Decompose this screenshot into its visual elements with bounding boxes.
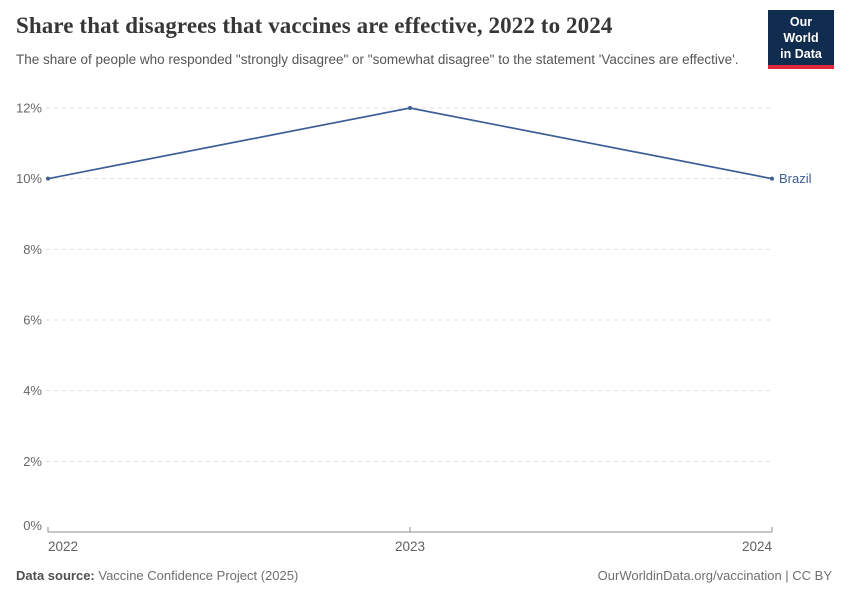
owid-logo-line2: in Data <box>780 47 822 61</box>
x-axis-tick-label: 2024 <box>742 539 773 554</box>
data-point[interactable] <box>408 106 412 110</box>
x-axis-tick-label: 2023 <box>395 539 425 554</box>
series-line-brazil[interactable] <box>47 107 773 180</box>
owid-logo[interactable]: Our World in Data <box>768 10 834 69</box>
data-source-value: Vaccine Confidence Project (2025) <box>98 568 299 583</box>
attribution: OurWorldinData.org/vaccination | CC BY <box>597 568 832 583</box>
y-axis-tick-label: 0% <box>23 518 42 533</box>
series-label-brazil: Brazil <box>779 171 812 186</box>
data-point[interactable] <box>770 176 774 181</box>
y-axis-tick-label: 6% <box>23 313 42 328</box>
y-axis-tick-label: 4% <box>23 383 42 398</box>
y-axis-tick-label: 8% <box>23 242 42 257</box>
y-axis-tick-label: 10% <box>16 171 42 186</box>
data-source-label: Data source: <box>16 568 95 583</box>
owid-logo-line1: Our World <box>783 15 819 45</box>
data-source: Data source: Vaccine Confidence Project … <box>16 568 298 583</box>
chart-subtitle: The share of people who responded "stron… <box>16 52 739 67</box>
page-title: Share that disagrees that vaccines are e… <box>16 13 613 38</box>
y-axis-tick-label: 12% <box>16 101 42 116</box>
chart-footer: Data source: Vaccine Confidence Project … <box>16 568 832 583</box>
y-axis-tick-label: 2% <box>23 454 42 469</box>
x-axis-tick-label: 2022 <box>48 539 78 554</box>
data-point[interactable] <box>46 176 50 181</box>
